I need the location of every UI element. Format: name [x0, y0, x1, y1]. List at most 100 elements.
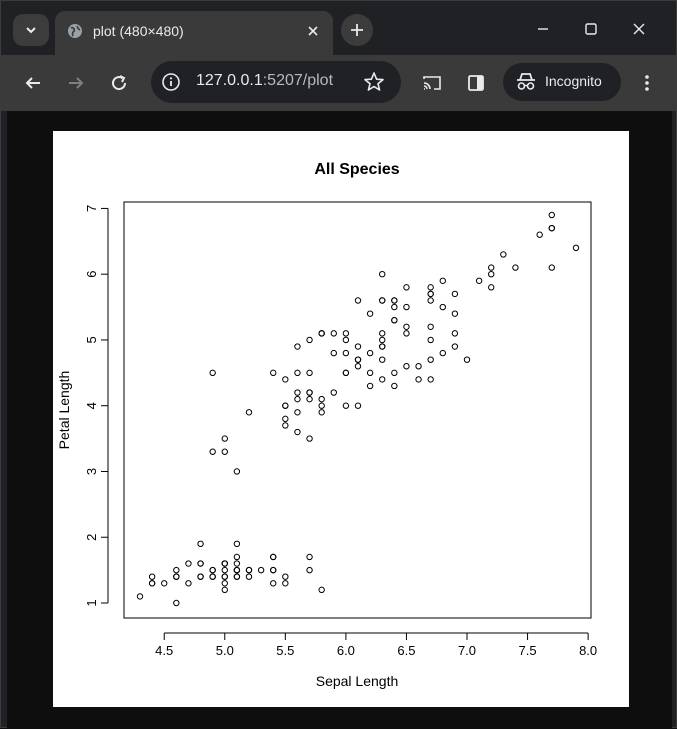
data-point: [342, 336, 350, 344]
data-point: [488, 264, 495, 271]
data-point: [379, 376, 386, 383]
incognito-indicator[interactable]: Incognito: [503, 63, 621, 101]
data-point: [294, 395, 301, 403]
side-panel-icon: [468, 75, 484, 91]
tab-plot[interactable]: plot (480×480): [55, 11, 333, 55]
data-point: [451, 343, 459, 350]
x-tick-label: 5.5: [276, 643, 294, 658]
x-tick-label: 6.5: [397, 643, 415, 658]
data-point: [306, 553, 313, 561]
menu-button[interactable]: [631, 67, 663, 99]
data-point: [354, 356, 362, 363]
x-axis: 4.5 5.0 5.5 6.0 6.5 7.0 7.5 8.0: [155, 632, 597, 658]
cast-button[interactable]: [416, 67, 448, 99]
window-close-button[interactable]: [619, 15, 659, 43]
url-host: 127.0.0.1: [196, 72, 263, 89]
forward-button[interactable]: [60, 67, 92, 99]
data-point: [282, 573, 289, 580]
tab-search-button[interactable]: [13, 14, 49, 46]
reload-icon: [112, 75, 127, 91]
data-point: [427, 290, 434, 298]
data-point: [548, 224, 555, 232]
data-point: [318, 395, 325, 403]
data-point: [451, 290, 459, 298]
data-point: [136, 593, 144, 600]
data-point: [245, 409, 253, 416]
data-point: [257, 566, 265, 574]
star-icon[interactable]: [363, 71, 385, 93]
data-point: [245, 566, 253, 574]
data-point: [427, 297, 434, 304]
back-button[interactable]: [17, 67, 49, 99]
y-tick-label: 2: [84, 534, 99, 541]
data-point: [379, 336, 386, 344]
x-tick-label: 7.5: [519, 643, 537, 658]
data-point: [330, 330, 337, 337]
data-point: [500, 251, 507, 258]
plus-icon: [351, 24, 363, 36]
plot-image: All Species 4.5 5.0 5.5 6.0 6.5 7.0 7.5 8.0 1 2 3…: [53, 131, 629, 707]
side-panel-button[interactable]: [460, 67, 492, 99]
data-point: [148, 573, 156, 580]
data-point: [270, 580, 277, 587]
new-tab-button[interactable]: [341, 14, 373, 46]
tab-close-button[interactable]: [303, 21, 323, 41]
data-point: [282, 376, 289, 383]
data-point: [366, 369, 374, 377]
data-point: [233, 566, 241, 574]
data-point: [294, 343, 301, 350]
address-bar[interactable]: 127.0.0.1:5207/plot: [151, 61, 401, 103]
data-point: [379, 356, 386, 363]
data-point: [366, 382, 374, 390]
data-point: [342, 369, 350, 377]
y-tick-label: 1: [84, 599, 99, 606]
x-tick-label: 5.0: [216, 643, 234, 658]
data-point: [245, 573, 253, 580]
data-point: [318, 330, 325, 337]
data-point: [403, 284, 410, 291]
data-point: [391, 317, 398, 324]
data-point: [427, 376, 434, 383]
data-point: [379, 343, 386, 350]
data-point: [221, 448, 228, 455]
data-point: [439, 277, 446, 284]
data-point: [536, 231, 543, 238]
url-path: :5207/plot: [262, 72, 334, 89]
data-point: [161, 580, 168, 587]
minimize-icon: [538, 28, 548, 30]
incognito-label: Incognito: [545, 73, 602, 89]
data-point: [488, 270, 495, 278]
data-point: [354, 343, 362, 350]
minimize-button[interactable]: [523, 15, 563, 43]
data-point: [209, 369, 216, 377]
y-tick-label: 7: [84, 205, 99, 212]
data-point: [221, 573, 228, 580]
data-point: [366, 310, 374, 317]
data-point: [233, 553, 241, 561]
data-point: [294, 409, 301, 416]
data-point: [403, 330, 410, 337]
url-text[interactable]: 127.0.0.1:5207/plot: [196, 72, 333, 90]
x-axis-label: Sepal Length: [316, 673, 399, 689]
data-point: [330, 349, 337, 357]
data-point: [318, 402, 325, 409]
toolbar: 127.0.0.1:5207/plot Incognito: [1, 55, 676, 111]
page-viewport: All Species 4.5 5.0 5.5 6.0 6.5 7.0 7.5 8.0 1 2 3…: [7, 111, 672, 729]
incognito-icon: [517, 73, 535, 90]
more-vert-icon: [645, 75, 649, 91]
data-point: [366, 349, 374, 357]
data-point: [306, 336, 313, 344]
maximize-button[interactable]: [571, 15, 611, 43]
data-point: [294, 389, 301, 396]
reload-button[interactable]: [103, 67, 135, 99]
data-point: [548, 211, 555, 219]
data-point: [427, 336, 434, 344]
data-point: [330, 389, 337, 396]
data-point: [548, 264, 555, 271]
scatter-chart: All Species 4.5 5.0 5.5 6.0 6.5 7.0 7.5 8.0 1 2 3…: [56, 161, 597, 689]
data-point: [197, 560, 204, 567]
data-point: [403, 363, 410, 370]
data-point: [221, 580, 228, 587]
x-tick-label: 6.0: [337, 643, 355, 658]
data-point: [173, 566, 180, 574]
